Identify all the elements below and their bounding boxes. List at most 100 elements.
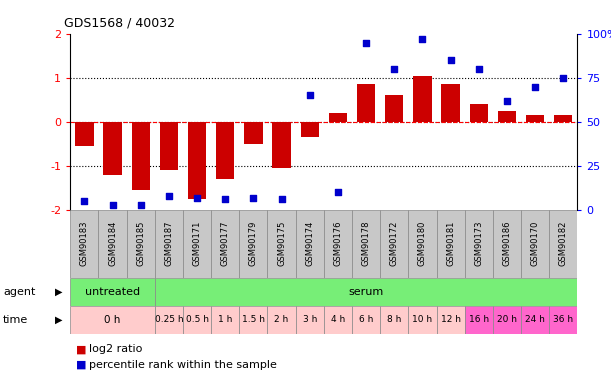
Text: agent: agent [3,286,35,297]
Bar [549,210,577,278]
Text: GSM90171: GSM90171 [192,221,202,266]
Bar [240,210,268,278]
Bar [240,306,268,334]
Bar [526,115,544,122]
Bar [155,306,183,334]
Point [474,66,484,72]
Bar [324,210,352,278]
Bar [324,306,352,334]
Text: GSM90181: GSM90181 [446,221,455,266]
Bar [126,210,155,278]
Text: 12 h: 12 h [441,315,461,324]
Point [305,93,315,99]
Bar [493,210,521,278]
Bar [465,306,493,334]
Text: GSM90176: GSM90176 [334,221,342,267]
Text: 0 h: 0 h [104,315,121,325]
Text: GSM90178: GSM90178 [362,221,371,267]
Text: 3 h: 3 h [302,315,317,324]
Text: untreated: untreated [85,286,140,297]
Text: GSM90179: GSM90179 [249,221,258,266]
Bar [385,96,403,122]
Bar [352,306,380,334]
Text: 4 h: 4 h [331,315,345,324]
Bar [413,76,431,122]
Point [249,195,258,201]
Bar [268,210,296,278]
Bar [211,306,240,334]
Text: serum: serum [348,286,384,297]
Text: 2 h: 2 h [274,315,288,324]
Bar [436,306,465,334]
Text: GSM90170: GSM90170 [530,221,540,266]
Text: GSM90172: GSM90172 [390,221,399,266]
Text: GSM90174: GSM90174 [306,221,314,266]
Point [164,193,174,199]
Bar [273,122,291,168]
Bar [352,210,380,278]
Bar [155,278,577,306]
Bar [70,278,155,306]
Text: 1 h: 1 h [218,315,232,324]
Bar [188,122,206,199]
Text: 24 h: 24 h [525,315,545,324]
Bar [75,122,93,146]
Bar [70,210,98,278]
Bar [498,111,516,122]
Bar [521,210,549,278]
Bar [493,306,521,334]
Point [221,196,230,202]
Point [530,84,540,90]
Bar [470,104,488,122]
Point [277,196,287,202]
Text: GSM90183: GSM90183 [80,221,89,267]
Bar [408,210,436,278]
Bar [70,306,155,334]
Text: GSM90187: GSM90187 [164,221,174,267]
Bar [465,210,493,278]
Point [192,195,202,201]
Point [333,189,343,195]
Bar [301,122,319,137]
Bar [131,122,150,190]
Text: ■: ■ [76,344,87,354]
Bar [296,306,324,334]
Text: GSM90185: GSM90185 [136,221,145,266]
Text: log2 ratio: log2 ratio [89,344,142,354]
Point [502,98,512,104]
Text: 20 h: 20 h [497,315,517,324]
Bar [183,210,211,278]
Bar [554,115,573,122]
Text: 16 h: 16 h [469,315,489,324]
Bar [329,113,347,122]
Bar [442,84,459,122]
Text: ▶: ▶ [55,315,62,325]
Bar [211,210,240,278]
Bar [244,122,263,144]
Bar [436,210,465,278]
Text: percentile rank within the sample: percentile rank within the sample [89,360,276,369]
Point [558,75,568,81]
Text: 6 h: 6 h [359,315,373,324]
Point [136,202,145,208]
Bar [380,306,408,334]
Bar [155,210,183,278]
Point [361,40,371,46]
Bar [103,122,122,175]
Point [417,36,427,42]
Bar [357,84,375,122]
Text: 8 h: 8 h [387,315,401,324]
Bar [549,306,577,334]
Text: GSM90177: GSM90177 [221,221,230,267]
Bar [521,306,549,334]
Text: GSM90186: GSM90186 [502,221,511,267]
Text: 36 h: 36 h [553,315,573,324]
Text: 10 h: 10 h [412,315,433,324]
Bar [380,210,408,278]
Text: GDS1568 / 40032: GDS1568 / 40032 [64,17,175,30]
Text: GSM90175: GSM90175 [277,221,286,266]
Bar [268,306,296,334]
Text: 1.5 h: 1.5 h [242,315,265,324]
Text: ■: ■ [76,360,87,369]
Point [79,198,89,204]
